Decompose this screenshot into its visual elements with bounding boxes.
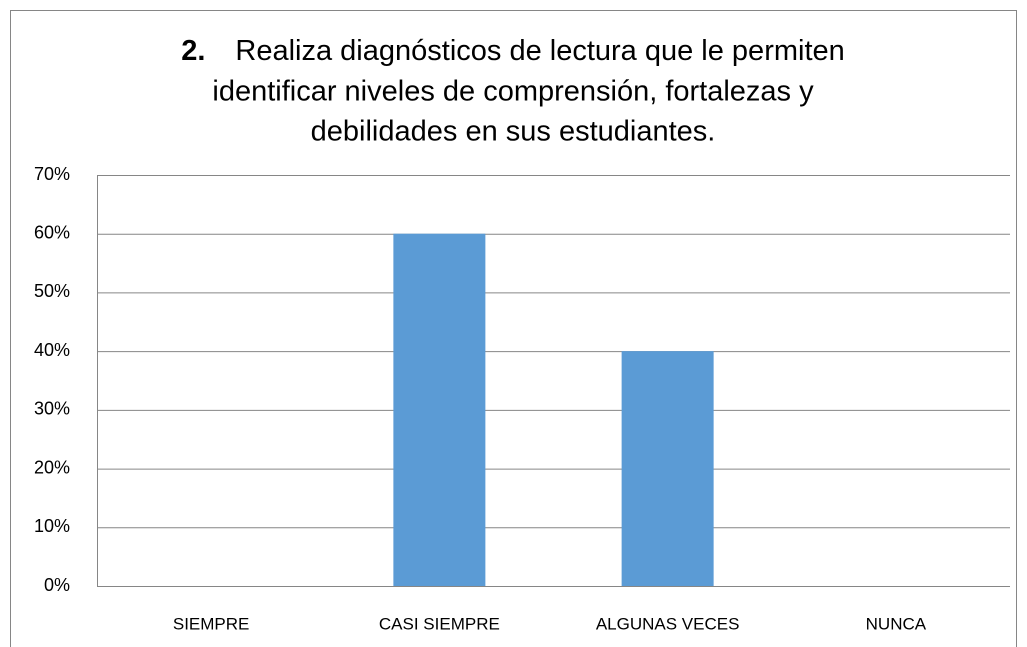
y-tick-label: 10% — [34, 516, 70, 536]
bar — [393, 233, 486, 586]
chart-title: 2. Realiza diagnósticos de lectura que le… — [181, 35, 845, 67]
title-number: 2. — [181, 35, 205, 67]
x-tick-label: SIEMPRE — [173, 614, 250, 633]
title-line: debilidades en sus estudiantes. — [311, 116, 716, 148]
x-tick-label: CASI SIEMPRE — [379, 614, 500, 633]
y-tick-label: 0% — [44, 575, 70, 595]
y-tick-label: 50% — [34, 281, 70, 301]
x-tick-label: NUNCA — [866, 614, 927, 633]
x-tick-label: ALGUNAS VECES — [596, 614, 740, 633]
chart-frame — [10, 10, 1017, 647]
title-line: Realiza diagnósticos de lectura que le p… — [235, 35, 844, 67]
y-tick-label: 70% — [34, 164, 70, 184]
y-tick-label: 60% — [34, 222, 70, 242]
bar — [621, 351, 714, 586]
y-tick-label: 30% — [34, 399, 70, 419]
y-tick-label: 20% — [34, 457, 70, 477]
y-tick-label: 40% — [34, 340, 70, 360]
title-line: identificar niveles de comprensión, fort… — [212, 76, 814, 108]
